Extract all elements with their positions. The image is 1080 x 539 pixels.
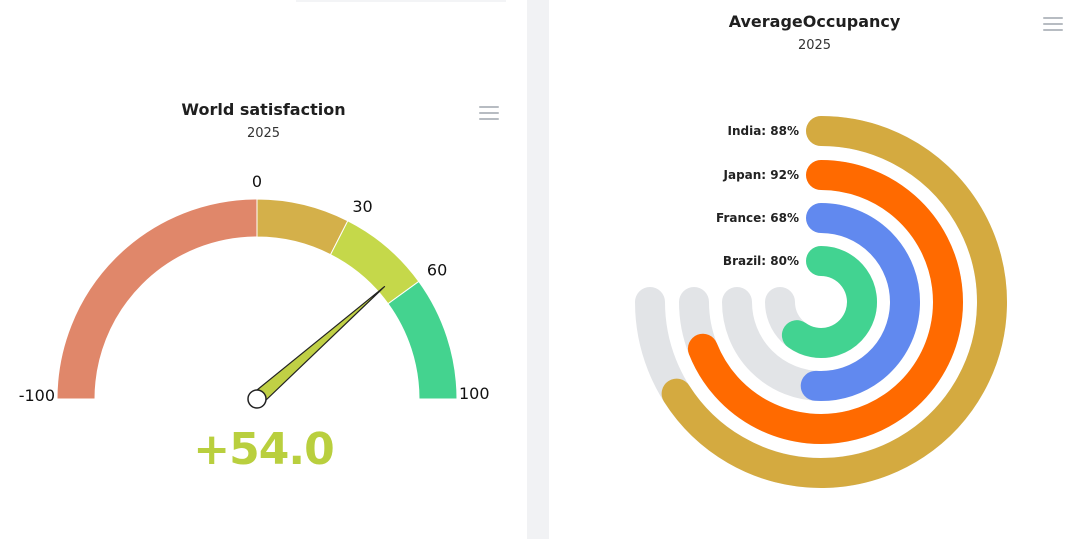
gauge-chart-title: World satisfaction — [181, 100, 346, 119]
gauge-needle-pivot — [247, 389, 267, 409]
gauge-needle — [251, 285, 386, 405]
gauge-value-label: +54.0 — [193, 424, 334, 475]
gauge-chart: -100 0 30 60 100 — [19, 172, 490, 409]
radial-bar-japan[interactable] — [687, 160, 963, 444]
radial-bar-brazil[interactable] — [781, 246, 877, 358]
gauge-tick-label-2: 30 — [352, 197, 372, 216]
gauge-band-1 — [256, 198, 349, 256]
gauge-band-0 — [56, 198, 258, 400]
hamburger-menu-icon[interactable] — [1043, 17, 1063, 31]
radial-chart-subtitle: 2025 — [797, 38, 832, 53]
radial-bar-label-japan: Japan: 92% — [723, 168, 800, 182]
radial-bar-label-france: France: 68% — [716, 211, 799, 225]
gauge-tick-label-1: 0 — [252, 172, 262, 191]
gauge-tick-label-4: 100 — [459, 384, 490, 403]
gauge-tick-label-0: -100 — [19, 386, 55, 405]
panel-divider — [527, 0, 549, 539]
radial-bar-chart-panel: AverageOccupancy 2025 India: 88% Japan: 9… — [549, 0, 1080, 539]
gauge-chart-subtitle: 2025 — [246, 126, 281, 141]
radial-bar-label-brazil: Brazil: 80% — [723, 254, 799, 268]
gauge-tick-label-3: 60 — [427, 261, 447, 280]
radial-bar-label-india: India: 88% — [727, 124, 799, 138]
panel-top-edge — [296, 0, 506, 2]
gauge-band-3 — [387, 280, 458, 400]
radial-bar-india[interactable] — [661, 116, 1007, 488]
hamburger-menu-icon[interactable] — [479, 106, 499, 120]
radial-chart-title: AverageOccupancy — [728, 12, 901, 31]
gauge-chart-panel: World satisfaction 2025 -100 0 30 60 100 +54… — [0, 0, 527, 539]
radial-bar-france[interactable] — [800, 203, 920, 401]
radial-bar-chart: India: 88% Japan: 92% France: 68% Brazil: 8… — [635, 116, 1007, 488]
